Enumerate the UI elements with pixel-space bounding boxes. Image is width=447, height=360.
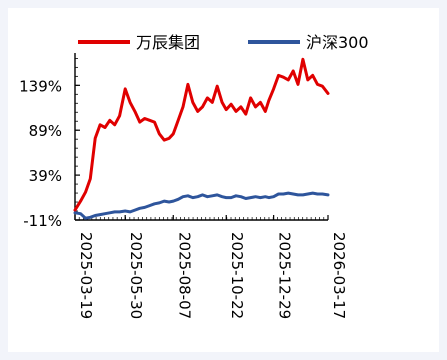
x-tick-label: 2025-03-19 bbox=[77, 232, 95, 319]
x-tick-label: 2025-10-22 bbox=[228, 232, 246, 319]
x-tick-label: 2026-03-17 bbox=[330, 232, 348, 319]
y-tick-label: 39% bbox=[29, 167, 62, 185]
axes: -11% 39% 89% 139% 2025-03-19 2025-05-30 2025-0… bbox=[19, 53, 348, 319]
y-tick-label: 89% bbox=[29, 122, 62, 140]
legend: 万辰集团 沪深300 bbox=[78, 33, 369, 52]
legend-label: 万辰集团 bbox=[136, 33, 200, 52]
x-tick-label: 2025-05-30 bbox=[127, 232, 145, 319]
y-tick-label: -11% bbox=[23, 212, 62, 230]
series-line-1 bbox=[73, 191, 330, 220]
x-tick-label: 2025-08-07 bbox=[175, 232, 193, 319]
y-tick-label: 139% bbox=[19, 77, 62, 95]
series-line-0 bbox=[73, 57, 330, 212]
legend-label: 沪深300 bbox=[306, 33, 369, 52]
series-lines bbox=[73, 57, 330, 220]
x-tick-label: 2025-12-29 bbox=[276, 232, 294, 319]
chart-panel: 万辰集团 沪深300 -11% 39% 89% 139% 2025-03-19 2025-0… bbox=[8, 8, 439, 352]
line-chart: 万辰集团 沪深300 -11% 39% 89% 139% 2025-03-19 2025-0… bbox=[19, 33, 369, 319]
